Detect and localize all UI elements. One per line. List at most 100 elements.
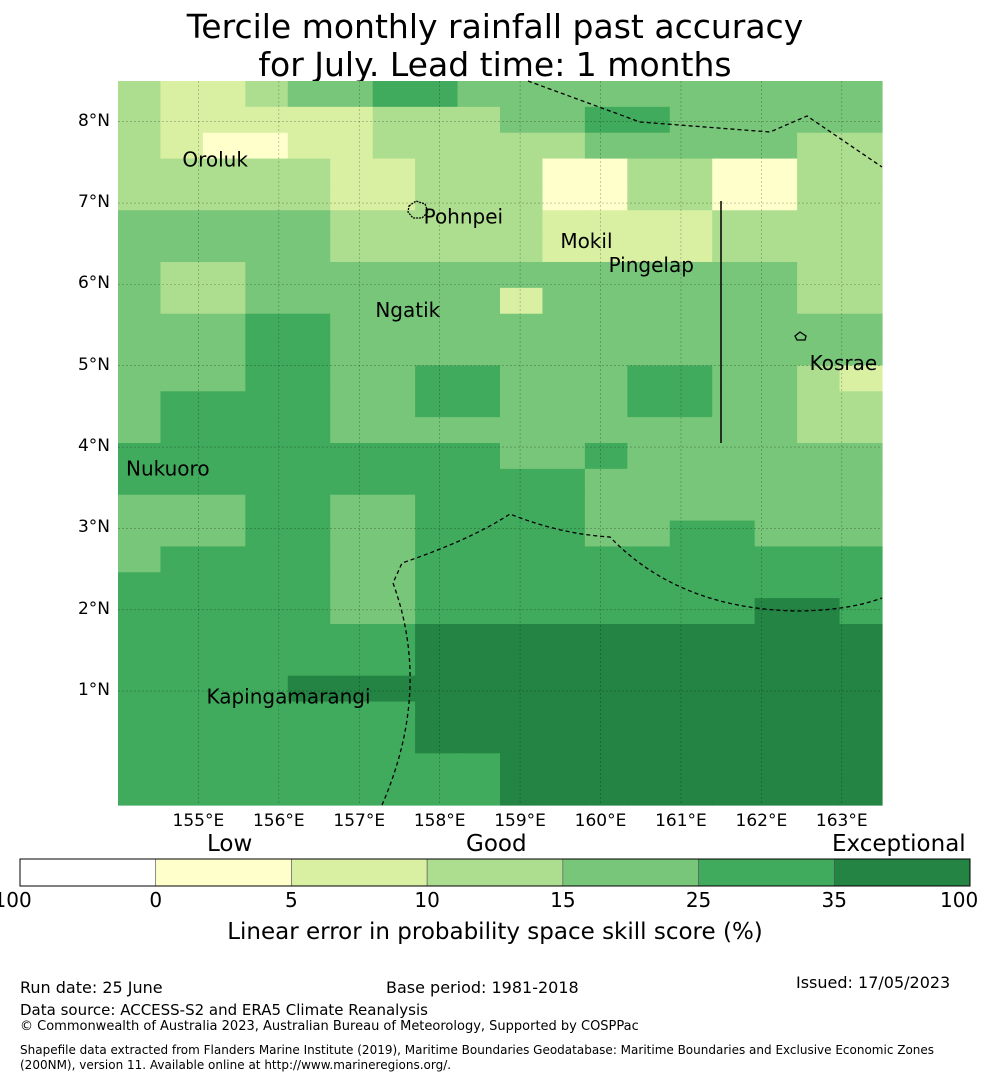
- longitude-tick-label: 163°E: [815, 811, 868, 831]
- grid-cell: [372, 262, 416, 289]
- grid-cell: [584, 624, 628, 651]
- grid-cell: [415, 494, 459, 522]
- grid-cell: [118, 262, 162, 289]
- grid-cell: [160, 468, 204, 496]
- grid-cell: [160, 132, 204, 160]
- grid-cell: [669, 262, 713, 289]
- grid-cell: [754, 262, 798, 289]
- grid-cell: [500, 391, 544, 418]
- grid-cell: [542, 417, 586, 444]
- grid-cell: [287, 520, 331, 548]
- grid-cell: [500, 779, 544, 806]
- grid-cell: [330, 546, 374, 573]
- grid-cell: [415, 520, 459, 548]
- grid-cell: [415, 417, 459, 444]
- grid-cell: [669, 675, 713, 703]
- grid-cell: [457, 339, 501, 367]
- grid-cell: [457, 753, 501, 780]
- data-source: Data source: ACCESS-S2 and ERA5 Climate …: [20, 1001, 428, 1019]
- grid-cell: [797, 365, 841, 392]
- grid-cell: [160, 546, 204, 573]
- grid-cell: [627, 727, 671, 754]
- grid-cell: [754, 210, 798, 237]
- grid-cell: [457, 81, 501, 108]
- grid-cell: [457, 701, 501, 729]
- grid-cell: [584, 468, 628, 496]
- grid-cell: [330, 520, 374, 548]
- grid-cell: [287, 365, 331, 392]
- grid-cell: [797, 701, 841, 729]
- latitude-tick-label: 6°N: [77, 273, 110, 294]
- grid-cell: [118, 132, 162, 160]
- latitude-tick-label: 1°N: [77, 680, 110, 701]
- grid-cell: [287, 494, 331, 522]
- grid-cell: [202, 287, 246, 315]
- grid-cell: [457, 210, 501, 237]
- grid-cell: [202, 520, 246, 548]
- grid-cell: [500, 210, 544, 237]
- grid-cell: [584, 287, 628, 315]
- grid-cell: [584, 520, 628, 548]
- grid-cell: [712, 701, 756, 729]
- grid-cell: [584, 598, 628, 625]
- grid-cell: [245, 313, 289, 341]
- grid-cell: [500, 106, 544, 134]
- grid-cell: [457, 106, 501, 134]
- grid-cell: [118, 339, 162, 367]
- grid-cell: [457, 494, 501, 522]
- grid-cell: [754, 339, 798, 367]
- grid-cell: [500, 727, 544, 754]
- grid-cell: [160, 779, 204, 806]
- grid-cell: [245, 417, 289, 444]
- colorbar-segment: [155, 858, 292, 887]
- grid-cell: [754, 468, 798, 496]
- grid-cell: [415, 132, 459, 160]
- latitude-tick-label: 2°N: [77, 598, 110, 619]
- grid-cell: [118, 106, 162, 134]
- grid-cell: [330, 779, 374, 806]
- grid-cell: [372, 779, 416, 806]
- grid-cell: [500, 624, 544, 651]
- colorbar-tick-label: 100: [940, 888, 979, 912]
- copyright: © Commonwealth of Australia 2023, Austra…: [20, 1019, 639, 1034]
- base-period: Base period: 1981-2018: [386, 978, 579, 997]
- grid-cell: [330, 727, 374, 754]
- latitude-tick-label: 5°N: [77, 354, 110, 375]
- grid-cell: [457, 649, 501, 677]
- grid-cell: [372, 443, 416, 470]
- grid-cell: [839, 494, 883, 522]
- grid-cell: [754, 649, 798, 677]
- grid-cell: [330, 443, 374, 470]
- longitude-tick-label: 156°E: [252, 811, 305, 831]
- grid-cell: [202, 624, 246, 651]
- grid-cell: [500, 598, 544, 625]
- grid-cell: [160, 184, 204, 211]
- grid-cell: [584, 262, 628, 289]
- grid-cell: [627, 443, 671, 470]
- category-good-label: Good: [466, 831, 527, 857]
- grid-cell: [202, 598, 246, 625]
- grid-cell: [754, 365, 798, 392]
- grid-cell: [287, 417, 331, 444]
- grid-cell: [160, 339, 204, 367]
- grid-cell: [160, 236, 204, 263]
- grid-cell: [372, 287, 416, 315]
- grid-cell: [118, 546, 162, 573]
- grid-cell: [584, 132, 628, 160]
- grid-cell: [287, 132, 331, 160]
- grid-cell: [287, 391, 331, 418]
- grid-cell: [797, 184, 841, 211]
- grid-cell: [202, 494, 246, 522]
- grid-cell: [330, 753, 374, 780]
- grid-cell: [118, 598, 162, 625]
- grid-cell: [372, 727, 416, 754]
- grid-cell: [330, 339, 374, 367]
- grid-cell: [245, 210, 289, 237]
- grid-cell: [330, 417, 374, 444]
- grid-cell: [669, 494, 713, 522]
- eez-boundary-south: [381, 513, 883, 806]
- grid-cell: [839, 365, 883, 392]
- grid-cell: [754, 287, 798, 315]
- grid-cell: [669, 546, 713, 573]
